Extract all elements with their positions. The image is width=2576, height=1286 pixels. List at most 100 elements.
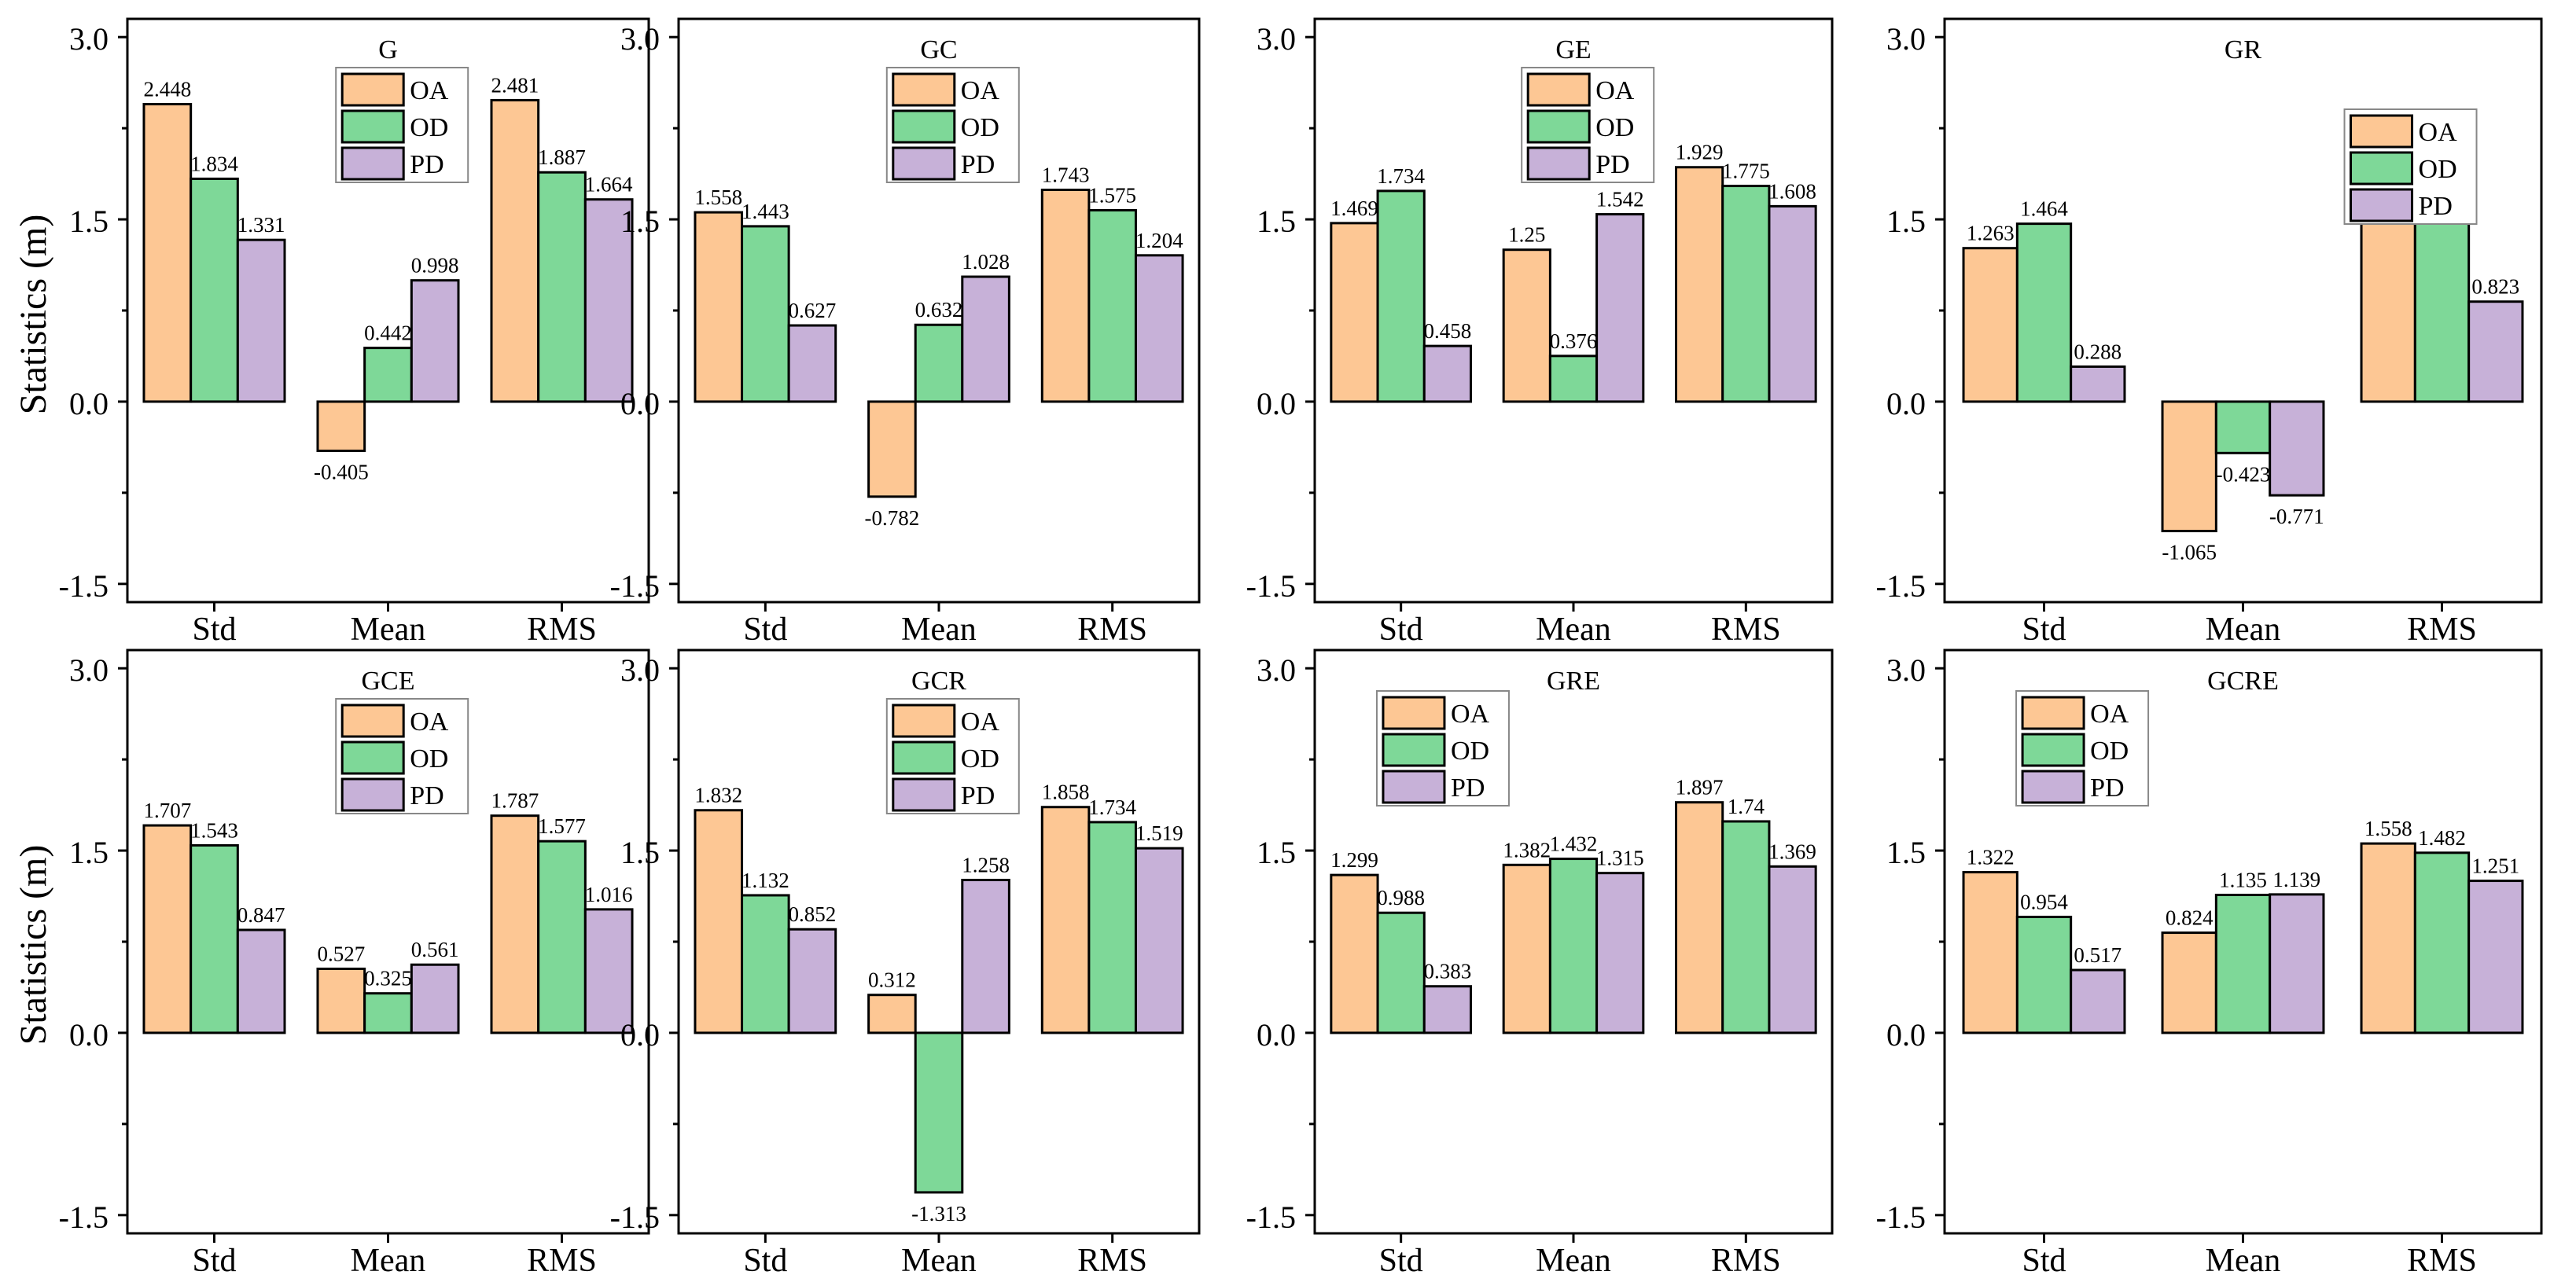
bar-oa-rms (2360, 200, 2416, 403)
bar-od-std (741, 225, 790, 403)
data-label: -0.782 (865, 506, 920, 530)
legend-label: OA (2419, 118, 2458, 147)
y-tick-label: 1.5 (1886, 204, 1926, 239)
legend-swatch-oa (1382, 696, 1446, 730)
y-tick-label: 0.0 (69, 1017, 109, 1053)
bar-oa-mean (867, 400, 917, 498)
legend-label: PD (410, 781, 443, 810)
data-label: 1.558 (2364, 817, 2412, 840)
y-tick-label: 3.0 (69, 21, 109, 57)
data-label: 1.707 (143, 799, 191, 822)
y-tick-label: 3.0 (1886, 21, 1926, 57)
data-label: 1.897 (1676, 776, 1724, 799)
bar-od-mean (914, 323, 964, 403)
plot-frame (1943, 649, 2543, 1235)
y-tick-label: -1.5 (1246, 568, 1296, 604)
data-label: 0.383 (1424, 960, 1472, 983)
bar-oa-mean (2161, 931, 2217, 1034)
legend-swatch-oa (340, 72, 405, 107)
y-tick-label: 0.0 (1257, 1017, 1296, 1053)
bar-pd-rms (2467, 880, 2524, 1034)
data-label: 1.016 (585, 883, 633, 906)
x-tick-label: RMS (1711, 1243, 1781, 1279)
legend: OA OD PD (885, 67, 1020, 183)
data-label: 2.448 (143, 78, 191, 101)
bar-od-rms (537, 840, 587, 1034)
x-tick-label: Std (2022, 1243, 2066, 1279)
bar-pd-mean (410, 279, 460, 403)
legend-label: OD (1451, 737, 1489, 766)
bar-oa-rms (490, 98, 540, 403)
data-label: 1.135 (2219, 868, 2267, 891)
chart-panel-g: 3.0 1.5 0.0 -1.5 2.448 1.834 1.331 Std -0.405 0.4… (59, 17, 650, 648)
data-label: 1.028 (962, 250, 1010, 274)
data-label: 1.74 (1728, 795, 1765, 818)
bar-pd-std (787, 928, 837, 1034)
legend: OA OD PD (1521, 67, 1655, 183)
bar-oa-rms (1675, 801, 1724, 1034)
bar-pd-mean (1595, 213, 1645, 403)
data-label: 1.263 (1967, 222, 2015, 245)
y-tick-label: 1.5 (69, 835, 109, 870)
x-tick-label: Std (1379, 612, 1423, 648)
bar-oa-std (694, 211, 744, 403)
plot-frame (677, 649, 1201, 1235)
bar-oa-mean (316, 400, 366, 453)
x-tick-label: Mean (901, 1243, 977, 1279)
data-label: 1.469 (1330, 197, 1378, 220)
y-tick-label: 0.0 (1886, 386, 1926, 421)
y-tick-label: -1.5 (610, 568, 660, 604)
bar-pd-rms (1134, 847, 1184, 1034)
x-tick-label: Mean (351, 1243, 426, 1279)
bar-oa-std (1330, 873, 1379, 1034)
y-tick-label: 1.5 (1257, 204, 1296, 239)
bar-pd-mean (961, 878, 1010, 1034)
x-tick-label: RMS (527, 1243, 597, 1279)
legend-label: OA (1451, 700, 1490, 729)
bar-pd-rms (583, 198, 634, 403)
data-label: 1.443 (742, 200, 789, 223)
x-tick-label: RMS (1077, 612, 1147, 648)
plot-frame (126, 649, 650, 1235)
data-label: 1.787 (491, 789, 539, 813)
bar-od-rms (1721, 185, 1771, 403)
bar-pd-mean (2269, 400, 2325, 497)
data-label: 1.734 (1377, 164, 1425, 188)
data-label: 0.561 (411, 938, 459, 961)
legend-label: OD (410, 113, 448, 142)
y-tick-label: 1.5 (69, 204, 109, 239)
chart-title: GCE (362, 667, 415, 696)
bar-oa-mean (867, 994, 917, 1034)
bar-pd-mean (961, 275, 1010, 403)
legend-swatch-pd (1526, 146, 1591, 181)
data-label: 1.382 (1503, 838, 1551, 862)
data-label: 1.139 (2272, 868, 2320, 891)
bar-od-mean (1548, 858, 1599, 1034)
legend-label: OD (2419, 155, 2457, 184)
legend-swatch-pd (892, 777, 956, 812)
bar-pd-mean (410, 963, 460, 1034)
bar-pd-rms (583, 908, 634, 1034)
data-label: 1.577 (538, 814, 586, 838)
legend-swatch-od (1526, 109, 1591, 144)
legend: OA OD PD (2343, 108, 2478, 225)
bar-oa-std (142, 824, 193, 1034)
x-tick-label: Std (192, 612, 236, 648)
legend-swatch-od (1382, 733, 1446, 767)
data-label: 1.542 (1596, 188, 1644, 211)
y-tick-label: -1.5 (1876, 568, 1926, 604)
bar-oa-std (1962, 871, 2018, 1034)
legend-swatch-od (2021, 733, 2085, 767)
y-tick-label: 0.0 (1886, 1017, 1926, 1053)
bar-od-mean (363, 992, 413, 1034)
y-tick-label: -1.5 (1876, 1200, 1926, 1235)
legend-label: PD (2090, 773, 2124, 803)
legend-swatch-oa (892, 704, 956, 738)
bar-od-rms (1087, 208, 1137, 403)
chart-title: GR (2225, 35, 2262, 64)
bar-oa-std (1330, 222, 1379, 403)
x-tick-label: Mean (1536, 1243, 1611, 1279)
bar-od-std (1376, 911, 1426, 1034)
bar-pd-rms (2467, 300, 2524, 403)
